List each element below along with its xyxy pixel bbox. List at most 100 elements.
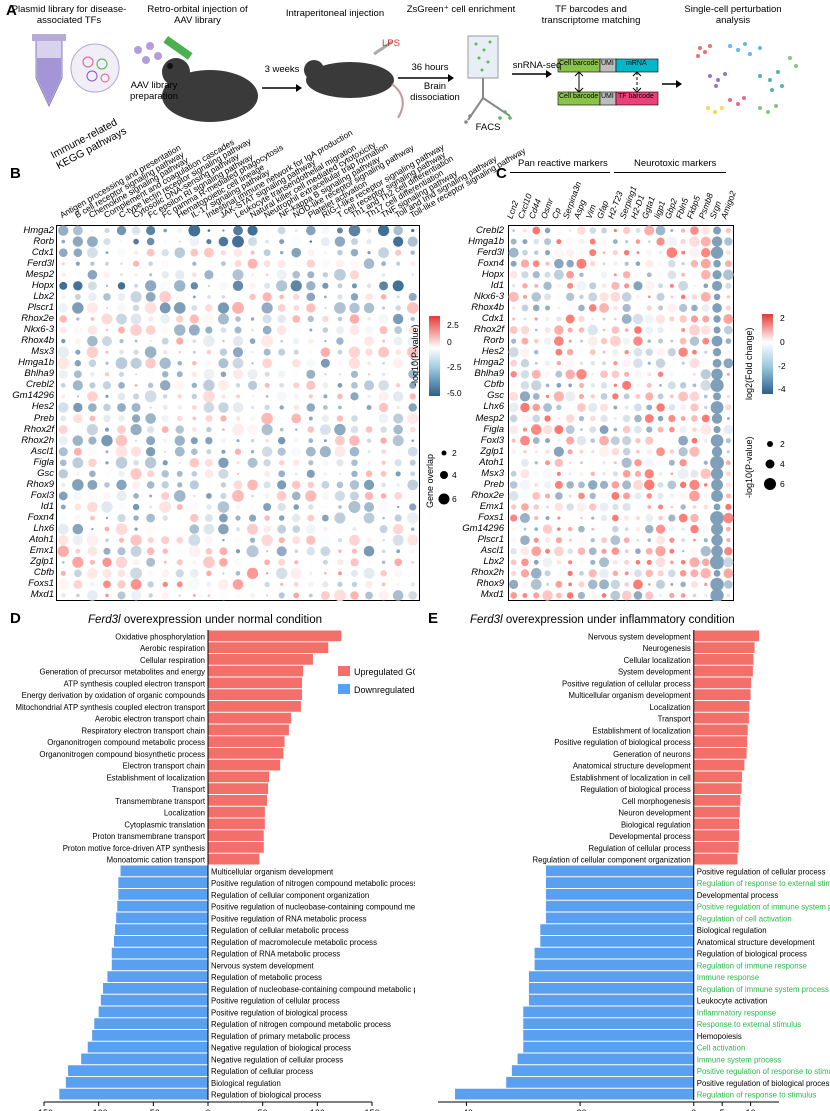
marker-row-label: Hmga1b <box>468 235 504 247</box>
kegg-row-label: Crebl2 <box>26 379 54 391</box>
marker-dot <box>522 427 528 432</box>
marker-dot <box>533 349 539 355</box>
kegg-dot <box>218 358 229 369</box>
kegg-dot <box>191 448 198 456</box>
marker-dot <box>725 460 731 466</box>
marker-dot <box>623 393 630 400</box>
upregulated-term: Aerobic electron transport chain <box>95 715 205 724</box>
marker-dot <box>713 326 721 334</box>
kegg-dot <box>378 314 389 324</box>
kegg-dot <box>117 547 126 556</box>
marker-dot <box>544 360 551 367</box>
marker-dot <box>534 516 539 521</box>
upregulated-bar <box>693 677 752 689</box>
kegg-dot <box>408 325 417 335</box>
upregulated-term: Biological regulation <box>621 820 691 829</box>
kegg-dot <box>367 461 371 465</box>
marker-dot <box>647 240 651 243</box>
marker-dot <box>576 535 587 546</box>
marker-colorbar <box>762 314 773 394</box>
kegg-dot <box>205 415 213 423</box>
downregulated-bar <box>115 924 208 935</box>
marker-dot <box>543 337 552 345</box>
kegg-dot <box>144 390 157 403</box>
kegg-dot <box>308 438 314 444</box>
kegg-dot <box>279 427 284 432</box>
marker-dot <box>657 371 664 378</box>
kegg-dot <box>145 369 156 379</box>
kegg-dot <box>72 523 84 535</box>
kegg-dot <box>350 293 359 301</box>
kegg-dot <box>306 303 316 313</box>
kegg-dot <box>246 567 259 579</box>
kegg-dot <box>115 556 128 569</box>
kegg-dot <box>118 326 125 334</box>
marker-dot <box>520 469 530 479</box>
upregulated-term: Cellular localization <box>624 656 691 665</box>
kegg-dot <box>87 590 98 601</box>
marker-dot <box>690 469 699 478</box>
kegg-dot <box>349 324 360 336</box>
downregulated-term: Regulation of macromolecule metabolic pr… <box>211 938 377 947</box>
kegg-dot <box>309 328 313 332</box>
neurotoxic-header: Neurotoxic markers <box>634 158 717 169</box>
marker-dot <box>568 461 572 465</box>
kegg-dot <box>251 395 254 398</box>
kegg-dot <box>116 490 127 502</box>
upregulated-term: System development <box>618 668 692 677</box>
marker-dot <box>557 516 561 520</box>
marker-dot <box>566 292 575 301</box>
marker-dot <box>633 591 643 600</box>
kegg-dot <box>264 371 270 377</box>
kegg-dot <box>72 556 84 568</box>
kegg-dot <box>249 282 256 290</box>
marker-dot <box>647 295 651 299</box>
marker-dot <box>678 513 688 523</box>
marker-cb-tick-neg2: -2 <box>778 361 786 371</box>
kegg-dot <box>176 581 183 588</box>
kegg-size-6: 6 <box>452 494 457 504</box>
kegg-dot <box>87 247 98 259</box>
marker-dot <box>725 503 732 511</box>
marker-dot <box>635 261 641 267</box>
kegg-dot <box>393 225 403 236</box>
marker-dot <box>579 294 584 300</box>
upregulated-term: Multicellular organism development <box>569 691 692 700</box>
kegg-dot <box>222 229 225 232</box>
upregulated-bar <box>208 665 304 677</box>
kegg-dot <box>206 449 212 455</box>
kegg-dot <box>364 502 375 512</box>
marker-dot <box>609 335 621 347</box>
marker-dot <box>556 361 562 366</box>
marker-dot <box>591 372 595 376</box>
marker-dot <box>590 361 595 366</box>
marker-dot <box>530 579 542 590</box>
kegg-dot <box>279 405 284 410</box>
marker-dot <box>509 481 518 489</box>
kegg-dot <box>218 523 229 535</box>
marker-dot <box>510 504 517 510</box>
marker-dot <box>701 524 711 534</box>
marker-dot <box>645 514 654 522</box>
kegg-dot <box>291 413 302 424</box>
kegg-dot <box>349 270 359 280</box>
kegg-dot <box>250 471 255 477</box>
marker-dot <box>520 259 530 268</box>
kegg-dot <box>319 424 331 435</box>
upregulated-term: Establishment of localization <box>592 726 690 735</box>
kegg-dot <box>60 515 66 521</box>
kegg-dot <box>394 558 403 567</box>
marker-dot <box>589 415 596 422</box>
kegg-dot <box>61 394 66 399</box>
kegg-dot <box>264 404 270 411</box>
marker-dot <box>689 324 700 336</box>
marker-dot <box>532 304 540 312</box>
marker-dot <box>576 347 587 357</box>
kegg-dot <box>411 494 415 498</box>
kegg-dot <box>57 523 69 535</box>
kegg-dot <box>293 327 299 333</box>
marker-row-label: Rhox2f <box>473 324 504 336</box>
marker-dot <box>681 372 686 377</box>
kegg-dot <box>222 572 225 575</box>
kegg-dot <box>321 491 330 501</box>
